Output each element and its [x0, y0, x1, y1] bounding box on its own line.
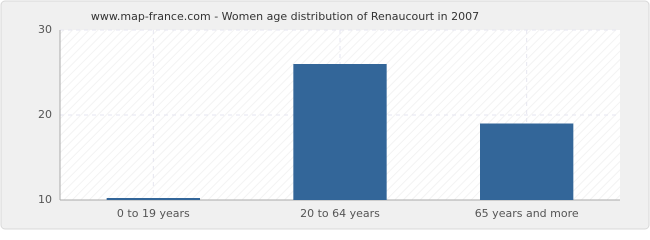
y-tick-label: 20	[38, 108, 52, 121]
y-tick-label: 10	[38, 193, 52, 206]
chart: www.map-france.com - Women age distribut…	[0, 0, 650, 230]
x-tick-label: 65 years and more	[475, 207, 579, 220]
bar	[106, 198, 200, 200]
page: www.map-france.com - Women age distribut…	[0, 0, 650, 230]
y-tick-label: 30	[38, 23, 52, 36]
x-tick-label: 0 to 19 years	[117, 207, 190, 220]
chart-title: www.map-france.com - Women age distribut…	[91, 10, 479, 23]
bar	[480, 123, 574, 200]
bar	[293, 64, 387, 200]
x-tick-label: 20 to 64 years	[300, 207, 380, 220]
